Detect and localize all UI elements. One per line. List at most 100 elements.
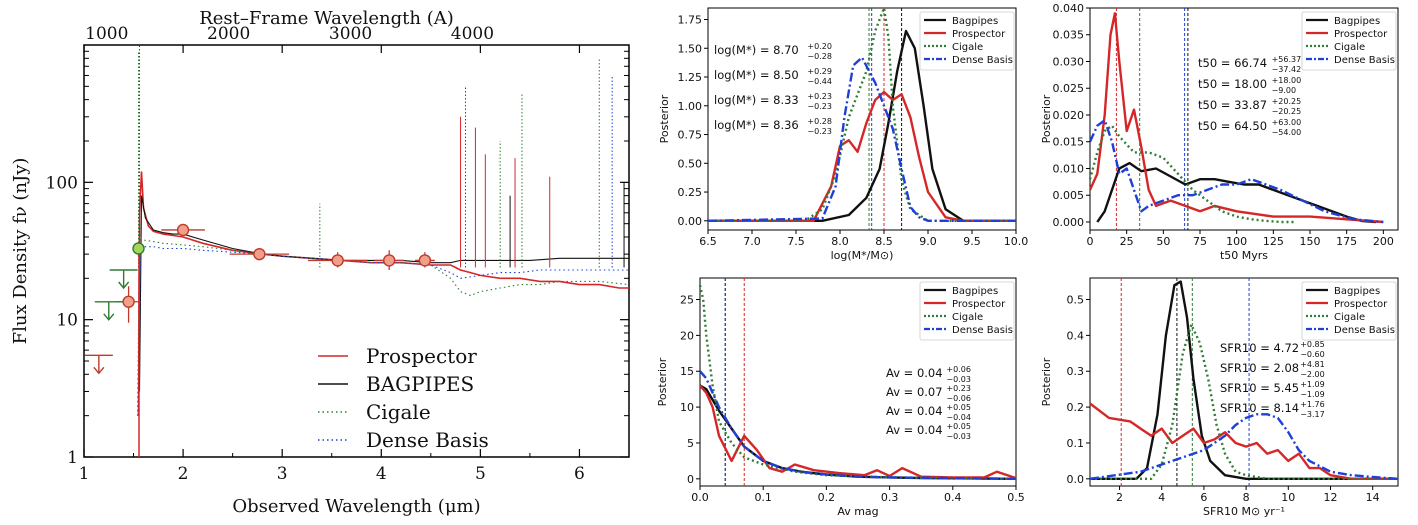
y-tick-label: 0.0 — [1067, 473, 1085, 486]
annotation-sup: +56.37 — [1272, 55, 1302, 64]
x-tick-label: 4 — [1158, 491, 1165, 504]
y-tick-label: 100 — [46, 173, 78, 193]
annotation-sup: +18.00 — [1272, 76, 1302, 85]
x-tick-label: 0.5 — [1007, 491, 1025, 504]
posterior-curve-cigale — [1090, 323, 1398, 480]
posterior-curve-dense-basis — [1089, 413, 1399, 480]
x-tick-label: 0 — [1087, 235, 1094, 248]
legend-label: Bagpipes — [1334, 286, 1380, 297]
posterior-annotation: Av = 0.04 — [886, 423, 943, 437]
photometry-point — [383, 254, 396, 267]
posterior-annotation: t50 = 18.00 — [1198, 77, 1267, 91]
x-tick-label: 9.0 — [919, 235, 937, 248]
y-tick-label: 0.005 — [1053, 189, 1085, 202]
y-tick-label: 1.50 — [678, 42, 703, 55]
x-tick-label: 12 — [1323, 491, 1337, 504]
y-tick-label: 0.040 — [1053, 2, 1085, 15]
x-tick-label: 25 — [1120, 235, 1134, 248]
x-tick-label: 2 — [178, 464, 189, 484]
annotation-sub: −0.03 — [946, 375, 971, 384]
y-tick-label: 0.030 — [1053, 55, 1085, 68]
annotation-sub: −2.00 — [1300, 370, 1325, 379]
posterior-annotation: Av = 0.07 — [886, 385, 943, 399]
annotation-sub: −0.04 — [946, 413, 971, 422]
y-axis-title: Posterior — [1040, 357, 1053, 406]
posterior-annotation: log(M*) = 8.33 — [714, 93, 799, 107]
sed-line-dense-basis — [137, 243, 629, 416]
x-tick-label: 0.2 — [818, 491, 836, 504]
upper-limit-arrow — [118, 281, 130, 290]
x-tick-label: 0.3 — [881, 491, 899, 504]
annotation-sub: −20.25 — [1272, 107, 1302, 116]
annotation-sup: +0.23 — [946, 384, 971, 393]
x-tick-label: 6 — [1200, 491, 1207, 504]
y-tick-label: 10 — [56, 311, 78, 331]
x-tick-label: 0.1 — [754, 491, 772, 504]
legend-label: Dense Basis — [1334, 55, 1395, 66]
top-axis-title: Rest–Frame Wavelength (A) — [199, 8, 454, 29]
photometry-point — [176, 223, 190, 237]
legend-label: Prospector — [952, 299, 1006, 310]
y-tick-label: 25 — [680, 294, 694, 307]
x-tick-label: 6 — [574, 464, 585, 484]
sfr-posterior-panel: 2 4 6 8 10 12 14 0.0 0.1 0.2 0.3 0.4 0.5 SFR10 M⊙ yr⁻… — [1040, 277, 1399, 518]
annotation-sup: +0.28 — [807, 117, 832, 126]
legend-label: Cigale — [366, 400, 431, 424]
x-axis-title: log(M*/M⊙) — [831, 249, 894, 262]
posterior-curve-dense-basis — [699, 370, 1017, 480]
y-axis-title: Flux Density fν (nJy) — [10, 158, 31, 345]
annotation-sub: −37.42 — [1272, 65, 1302, 74]
annotation-sub: −0.28 — [807, 52, 832, 61]
legend-label: Cigale — [952, 42, 983, 53]
y-tick-label: 0.2 — [1067, 401, 1085, 414]
posterior-annotation: SFR10 = 2.08 — [1220, 361, 1299, 375]
posterior-curve-bagpipes — [1096, 161, 1377, 224]
t50-posterior-panel: 0 25 50 75 100 125 150 175 200 0.000 0.005 0.010 0.0… — [1040, 2, 1399, 262]
panel-frame — [707, 7, 1017, 231]
annotation-sub: −9.00 — [1272, 86, 1297, 95]
annotation-sup: +1.09 — [1300, 380, 1325, 389]
annotation-sub: −0.06 — [946, 394, 971, 403]
x-tick-label: 8.0 — [831, 235, 849, 248]
annotation-sup: +0.23 — [807, 92, 832, 101]
annotation-sup: +0.06 — [946, 365, 971, 374]
x-axis-title: t50 Myrs — [1220, 249, 1268, 262]
x-tick-label: 5 — [475, 464, 486, 484]
posterior-annotation: SFR10 = 8.14 — [1220, 401, 1299, 415]
y-tick-label: 0.00 — [678, 215, 703, 228]
y-axis-title: Posterior — [1040, 94, 1053, 143]
legend-label: Bagpipes — [952, 16, 998, 27]
x-tick-label: 3 — [277, 464, 288, 484]
legend-label: Dense Basis — [1334, 325, 1395, 336]
y-tick-label: 0.025 — [1053, 82, 1085, 95]
top-tick-label: 1000 — [85, 24, 128, 44]
posterior-annotation: SFR10 = 5.45 — [1220, 381, 1299, 395]
legend-box — [919, 11, 1015, 71]
annotation-sub: −0.23 — [807, 127, 832, 136]
legend-label: Prospector — [952, 29, 1006, 40]
x-tick-label: 2 — [1116, 491, 1123, 504]
photometry-point — [418, 254, 432, 267]
posterior-curve-prospector — [1089, 402, 1398, 480]
sed-frame — [83, 44, 630, 458]
legend-label: Prospector — [1334, 29, 1388, 40]
y-tick-label: 0.1 — [1067, 437, 1085, 450]
y-tick-label: 0.020 — [1053, 109, 1085, 122]
legend-label: Dense Basis — [366, 428, 489, 452]
x-tick-label: 0.4 — [944, 491, 962, 504]
top-tick-label: 3000 — [329, 24, 372, 44]
x-tick-label: 175 — [1336, 235, 1357, 248]
x-tick-label: 7.0 — [743, 235, 761, 248]
legend-label: Bagpipes — [1334, 16, 1380, 27]
x-tick-label: 100 — [1226, 235, 1247, 248]
y-tick-label: 5 — [687, 437, 694, 450]
posterior-annotation: t50 = 66.74 — [1198, 56, 1267, 70]
x-tick-label: 75 — [1193, 235, 1207, 248]
annotation-sub: −0.44 — [807, 77, 832, 86]
x-tick-label: 200 — [1373, 235, 1394, 248]
legend-label: Prospector — [1334, 299, 1388, 310]
x-tick-label: 1 — [79, 464, 90, 484]
y-tick-label: 0.015 — [1053, 136, 1085, 149]
